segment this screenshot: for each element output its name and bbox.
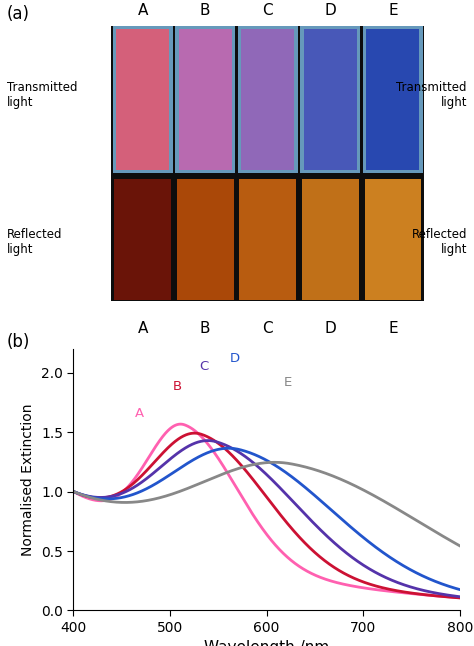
Bar <box>111 173 424 179</box>
Text: B: B <box>200 3 210 18</box>
Text: (a): (a) <box>7 5 30 23</box>
Bar <box>114 179 171 300</box>
Bar <box>239 179 296 300</box>
Bar <box>363 26 423 173</box>
Bar <box>301 26 360 173</box>
Text: Transmitted
light: Transmitted light <box>7 81 78 109</box>
Bar <box>116 29 169 170</box>
Text: E: E <box>388 321 398 336</box>
X-axis label: Wavelength /nm: Wavelength /nm <box>204 640 329 646</box>
Bar <box>241 29 294 170</box>
Text: B: B <box>200 321 210 336</box>
Text: D: D <box>325 321 336 336</box>
Bar <box>112 26 173 173</box>
Text: Transmitted
light: Transmitted light <box>396 81 467 109</box>
Bar <box>175 26 235 173</box>
Bar <box>111 26 424 302</box>
Bar <box>365 179 421 300</box>
Text: E: E <box>388 3 398 18</box>
Text: C: C <box>199 360 209 373</box>
Bar <box>366 29 419 170</box>
Text: (b): (b) <box>7 333 30 351</box>
Text: A: A <box>137 3 148 18</box>
Bar <box>237 26 298 173</box>
Text: E: E <box>284 376 292 390</box>
Bar <box>304 29 357 170</box>
Bar <box>179 29 232 170</box>
Text: B: B <box>173 380 182 393</box>
Text: A: A <box>137 321 148 336</box>
Text: D: D <box>230 353 240 366</box>
Bar <box>177 179 234 300</box>
Text: C: C <box>263 321 273 336</box>
Text: Reflected
light: Reflected light <box>411 228 467 256</box>
Text: A: A <box>135 407 144 420</box>
Text: D: D <box>325 3 336 18</box>
Bar <box>302 179 359 300</box>
Y-axis label: Normalised Extinction: Normalised Extinction <box>21 403 36 556</box>
Text: Reflected
light: Reflected light <box>7 228 63 256</box>
Text: C: C <box>263 3 273 18</box>
